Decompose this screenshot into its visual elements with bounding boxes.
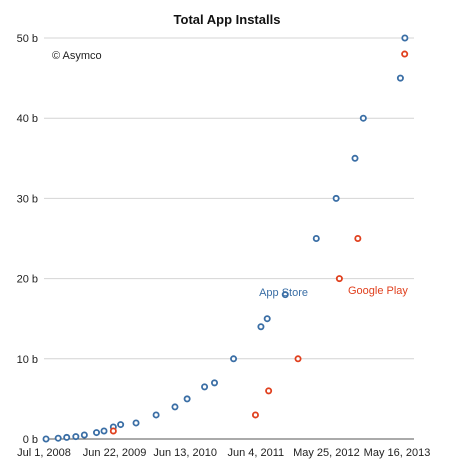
point-google-play <box>294 355 302 363</box>
point-app-store <box>230 355 238 363</box>
y-tick-label: 50 b <box>17 33 38 45</box>
y-tick-label: 10 b <box>17 354 38 366</box>
point-google-play <box>354 234 362 242</box>
point-app-store <box>263 315 271 323</box>
x-tick-label: Jun 13, 2010 <box>153 447 217 459</box>
point-app-store <box>332 194 340 202</box>
point-google-play <box>251 411 259 419</box>
y-tick-label: 40 b <box>17 113 38 125</box>
copyright-note: © Asymco <box>52 50 102 62</box>
grid-lines <box>44 37 414 360</box>
point-app-store <box>42 435 50 443</box>
y-tick-label: 30 b <box>17 193 38 205</box>
point-app-store <box>257 323 265 331</box>
point-app-store <box>312 234 320 242</box>
x-tick-labels: Jul 1, 2008 Jun 22, 2009 Jun 13, 2010 Jun 4… <box>17 447 430 459</box>
point-app-store <box>359 114 367 122</box>
point-app-store <box>351 154 359 162</box>
series-label-app-store: App Store <box>259 287 308 299</box>
point-app-store <box>117 421 125 429</box>
x-tick-label: Jul 1, 2008 <box>17 447 71 459</box>
point-google-play <box>335 275 343 283</box>
data-points <box>42 34 409 443</box>
x-tick-label: Jun 22, 2009 <box>83 447 147 459</box>
point-app-store <box>171 403 179 411</box>
point-google-play <box>265 387 273 395</box>
point-app-store <box>396 74 404 82</box>
x-tick-label: May 25, 2012 <box>293 447 360 459</box>
point-app-store <box>201 383 209 391</box>
point-app-store <box>93 429 101 437</box>
point-app-store <box>281 291 289 299</box>
point-app-store <box>132 419 140 427</box>
point-app-store <box>401 34 409 42</box>
x-tick-label: May 16, 2013 <box>364 447 431 459</box>
series-labels: App Store Google Play <box>259 285 408 299</box>
x-tick-label: Jun 4, 2011 <box>227 447 284 459</box>
point-app-store <box>80 431 88 439</box>
chart-title: Total App Installs <box>174 12 281 27</box>
point-app-store <box>183 395 191 403</box>
point-google-play <box>109 427 117 435</box>
point-app-store <box>100 427 108 435</box>
point-google-play <box>401 50 409 58</box>
series-label-google-play: Google Play <box>348 285 408 297</box>
y-tick-label: 0 b <box>23 434 38 446</box>
y-tick-label: 20 b <box>17 274 38 286</box>
point-app-store <box>54 434 62 442</box>
point-app-store <box>211 379 219 387</box>
point-app-store <box>152 411 160 419</box>
y-tick-labels: 0 b 10 b 20 b 30 b 40 b 50 b <box>17 33 38 446</box>
point-app-store <box>63 433 71 441</box>
point-app-store <box>72 433 80 441</box>
